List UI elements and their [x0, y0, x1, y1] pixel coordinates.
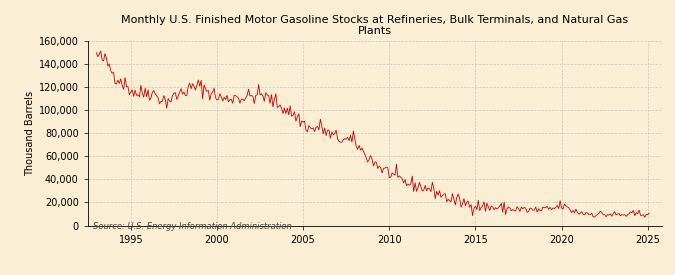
Y-axis label: Thousand Barrels: Thousand Barrels	[24, 91, 34, 176]
Text: Source: U.S. Energy Information Administration: Source: U.S. Energy Information Administ…	[93, 222, 292, 231]
Title: Monthly U.S. Finished Motor Gasoline Stocks at Refineries, Bulk Terminals, and N: Monthly U.S. Finished Motor Gasoline Sto…	[121, 15, 628, 36]
